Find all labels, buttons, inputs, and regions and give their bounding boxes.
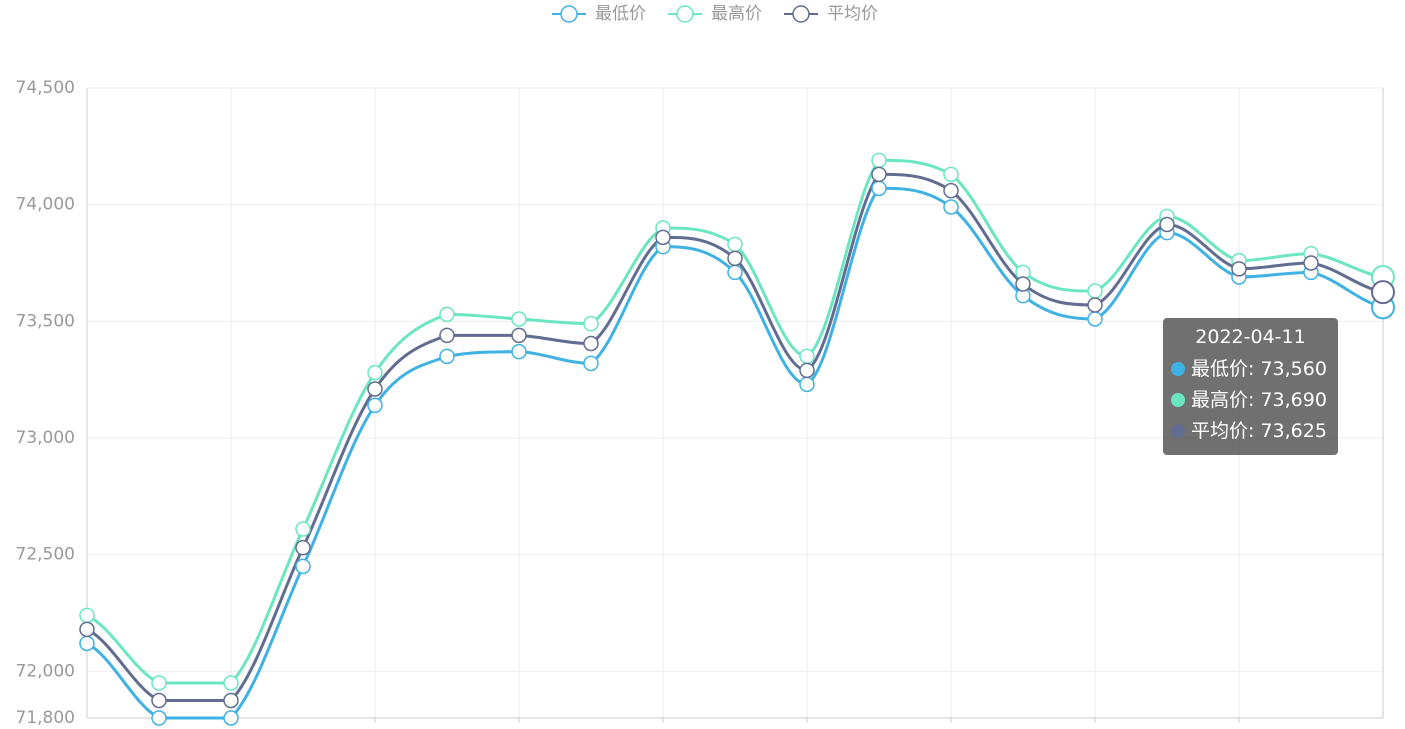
data-point	[943, 166, 959, 183]
data-point	[1015, 276, 1031, 292]
legend-label: 最低价	[595, 4, 646, 24]
data-point	[871, 152, 887, 169]
data-point	[943, 199, 959, 215]
data-point	[799, 348, 815, 365]
tooltip-value: 73,690	[1260, 389, 1327, 411]
data-point	[367, 364, 383, 381]
data-point	[439, 348, 455, 365]
legend-label: 最高价	[711, 4, 762, 24]
legend-icon	[560, 5, 578, 23]
data-point	[871, 166, 887, 183]
data-point	[655, 229, 671, 246]
data-point	[799, 362, 815, 379]
legend-item[interactable]: 平均价	[784, 4, 878, 24]
data-point	[871, 180, 887, 197]
legend-icon	[792, 5, 810, 23]
data-point	[79, 621, 95, 638]
tooltip-row: 最低价: 73,560	[1171, 354, 1330, 385]
data-point	[511, 311, 527, 327]
data-point	[727, 236, 743, 253]
legend-item[interactable]: 最高价	[668, 4, 762, 24]
data-point	[223, 710, 239, 726]
data-point	[1087, 311, 1103, 327]
legend-icon	[676, 5, 694, 23]
data-point	[583, 315, 599, 332]
tooltip-name: 平均价	[1191, 420, 1249, 442]
data-point	[439, 306, 455, 323]
data-point	[511, 343, 527, 360]
legend-item[interactable]: 最低价	[552, 4, 646, 24]
data-point	[727, 250, 743, 267]
data-point	[727, 264, 743, 281]
tooltip-separator: :	[1248, 420, 1261, 442]
data-point	[295, 558, 311, 575]
tooltip: 2022-04-11 最低价: 73,560 最高价: 73,690 平均价: 73,…	[1163, 318, 1338, 455]
data-point	[511, 327, 527, 344]
data-point	[1087, 297, 1103, 313]
y-tick-label: 71,800	[16, 708, 75, 728]
legend-label: 平均价	[827, 4, 878, 24]
data-point	[583, 355, 599, 372]
data-point	[1371, 280, 1395, 305]
data-point	[295, 539, 311, 556]
tooltip-marker	[1171, 393, 1185, 407]
y-tick-label: 73,500	[16, 311, 75, 331]
data-point	[79, 635, 95, 652]
tooltip-value: 73,560	[1260, 358, 1327, 380]
data-point	[1303, 255, 1319, 271]
data-point	[799, 376, 815, 393]
y-tick-label: 74,000	[16, 195, 75, 215]
tooltip-title: 2022-04-11	[1195, 326, 1306, 348]
tooltip-marker	[1171, 424, 1185, 438]
data-point	[151, 710, 167, 726]
data-point	[367, 397, 383, 414]
data-point	[151, 692, 167, 709]
data-point	[1231, 261, 1247, 277]
data-point	[1087, 283, 1103, 299]
data-point	[79, 607, 95, 624]
data-point	[295, 521, 311, 537]
data-point	[223, 675, 239, 691]
data-point	[439, 327, 455, 344]
y-tick-label: 74,500	[16, 78, 75, 98]
y-tick-label: 73,000	[16, 428, 75, 448]
tooltip-name: 最高价	[1191, 389, 1249, 411]
y-tick-label: 72,000	[16, 661, 75, 681]
y-tick-label: 72,500	[16, 545, 75, 565]
tooltip-marker	[1171, 362, 1185, 376]
tooltip-name: 最低价	[1191, 358, 1249, 380]
tooltip-separator: :	[1248, 389, 1261, 411]
tooltip-row: 最高价: 73,690	[1171, 385, 1330, 416]
tooltip-value: 73,625	[1260, 420, 1327, 442]
data-point	[151, 675, 167, 691]
data-point	[943, 182, 959, 199]
data-point	[223, 692, 239, 709]
data-point	[583, 335, 599, 352]
tooltip-separator: :	[1248, 358, 1261, 380]
data-point	[1159, 216, 1175, 233]
tooltip-row: 平均价: 73,625	[1171, 416, 1330, 447]
data-point	[367, 381, 383, 397]
